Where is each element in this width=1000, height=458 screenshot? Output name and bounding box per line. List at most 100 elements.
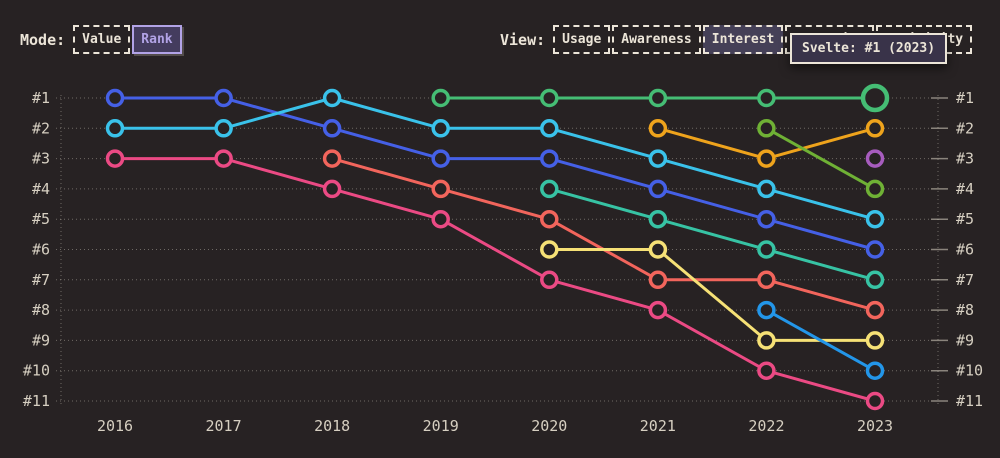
data-point[interactable] [757, 300, 776, 320]
series-line-olive [764, 126, 877, 191]
data-point[interactable] [214, 88, 233, 108]
svg-text:#2: #2 [32, 119, 50, 137]
data-point[interactable] [648, 270, 668, 290]
svg-text:#8: #8 [956, 301, 974, 319]
mode-label: Mode: [20, 30, 66, 49]
view-tab-usage[interactable]: Usage [553, 25, 611, 54]
data-point[interactable] [322, 88, 342, 108]
data-point[interactable] [865, 270, 885, 290]
svg-text:#11: #11 [956, 392, 983, 410]
data-point[interactable] [757, 119, 776, 138]
svg-text:2018: 2018 [314, 417, 350, 435]
svg-text:2019: 2019 [423, 417, 459, 435]
data-point[interactable] [214, 149, 233, 168]
svg-text:#1: #1 [32, 89, 50, 107]
svg-text:#6: #6 [32, 241, 50, 259]
svg-text:2020: 2020 [531, 417, 567, 435]
svg-text:#8: #8 [32, 301, 50, 319]
svg-text:#5: #5 [956, 210, 974, 228]
svg-text:#7: #7 [32, 271, 50, 289]
data-point-highlighted[interactable] [860, 83, 890, 113]
series-line-salmon [330, 157, 877, 312]
svg-text:#11: #11 [23, 392, 50, 410]
svg-text:#3: #3 [956, 150, 974, 168]
svg-text:#2: #2 [956, 119, 974, 137]
mode-tab-value[interactable]: Value [73, 25, 131, 54]
data-point[interactable] [865, 240, 885, 259]
data-point[interactable] [865, 209, 885, 229]
svg-text:#1: #1 [956, 89, 974, 107]
data-point[interactable] [757, 179, 776, 199]
svg-text:2022: 2022 [748, 417, 784, 435]
data-point[interactable] [540, 270, 559, 290]
series-lines [113, 96, 877, 403]
gridlines [56, 95, 948, 404]
svg-text:#4: #4 [956, 180, 974, 198]
data-point[interactable] [865, 391, 885, 411]
data-point[interactable] [648, 88, 668, 108]
data-point[interactable] [431, 149, 450, 168]
data-point[interactable] [757, 209, 776, 229]
data-point[interactable] [648, 240, 668, 259]
svg-text:#9: #9 [956, 331, 974, 349]
data-point[interactable] [540, 149, 559, 168]
data-point[interactable] [865, 149, 885, 168]
view-tab-interest[interactable]: Interest [702, 25, 784, 54]
data-point[interactable] [757, 88, 776, 108]
data-point[interactable] [540, 119, 559, 138]
data-point[interactable] [431, 209, 450, 229]
mode-tab-rank[interactable]: Rank [132, 25, 182, 54]
data-point[interactable] [214, 119, 233, 138]
data-point[interactable] [757, 361, 776, 380]
series-line-skyblue [764, 308, 877, 373]
data-point[interactable] [431, 119, 450, 138]
series-line-pink [113, 157, 877, 403]
view-tab-awareness[interactable]: Awareness [612, 25, 701, 54]
svg-text:2017: 2017 [206, 417, 242, 435]
svg-text:#3: #3 [32, 150, 50, 168]
data-point[interactable] [865, 331, 885, 350]
data-point[interactable] [648, 209, 668, 229]
view-label: View: [500, 30, 546, 49]
data-point[interactable] [757, 240, 776, 259]
data-point[interactable] [865, 361, 885, 380]
data-point[interactable] [105, 149, 125, 168]
data-point[interactable] [757, 270, 776, 290]
data-point[interactable] [105, 88, 125, 108]
data-point[interactable] [865, 300, 885, 320]
svg-text:#4: #4 [32, 180, 50, 198]
data-point[interactable] [540, 88, 559, 108]
data-point[interactable] [105, 119, 125, 138]
data-point[interactable] [540, 209, 559, 229]
data-point[interactable] [648, 179, 668, 199]
data-point[interactable] [757, 331, 776, 350]
data-points [105, 88, 885, 411]
svg-text:2023: 2023 [857, 417, 893, 435]
svg-text:#7: #7 [956, 271, 974, 289]
svg-text:#9: #9 [32, 331, 50, 349]
data-point[interactable] [865, 179, 885, 199]
series-line-cyan [113, 96, 877, 221]
data-point[interactable] [322, 149, 342, 168]
data-point[interactable] [648, 300, 668, 320]
data-point[interactable] [540, 179, 559, 199]
chart-tooltip: Svelte: #1 (2023) [790, 33, 948, 64]
svg-text:2021: 2021 [640, 417, 676, 435]
data-point[interactable] [757, 149, 776, 168]
data-point[interactable] [431, 88, 450, 108]
axis-labels: #1 #1 #2 #2 #3 #3 #4 #4 #5 #5 #6 #6 #7 #7 #8 #8 #9 #9 #10 #… [23, 89, 983, 435]
mode-group: Mode: Value Rank [20, 25, 184, 54]
data-point[interactable] [322, 119, 342, 138]
series-line-blue [113, 96, 877, 251]
svg-text:#6: #6 [956, 241, 974, 259]
data-point[interactable] [865, 119, 885, 138]
data-point[interactable] [431, 179, 450, 199]
svg-text:#10: #10 [23, 362, 50, 380]
data-point[interactable] [540, 240, 559, 259]
data-point[interactable] [322, 179, 342, 199]
svg-text:2016: 2016 [97, 417, 133, 435]
data-point[interactable] [648, 149, 668, 168]
data-point[interactable] [648, 119, 668, 138]
svg-text:#5: #5 [32, 210, 50, 228]
